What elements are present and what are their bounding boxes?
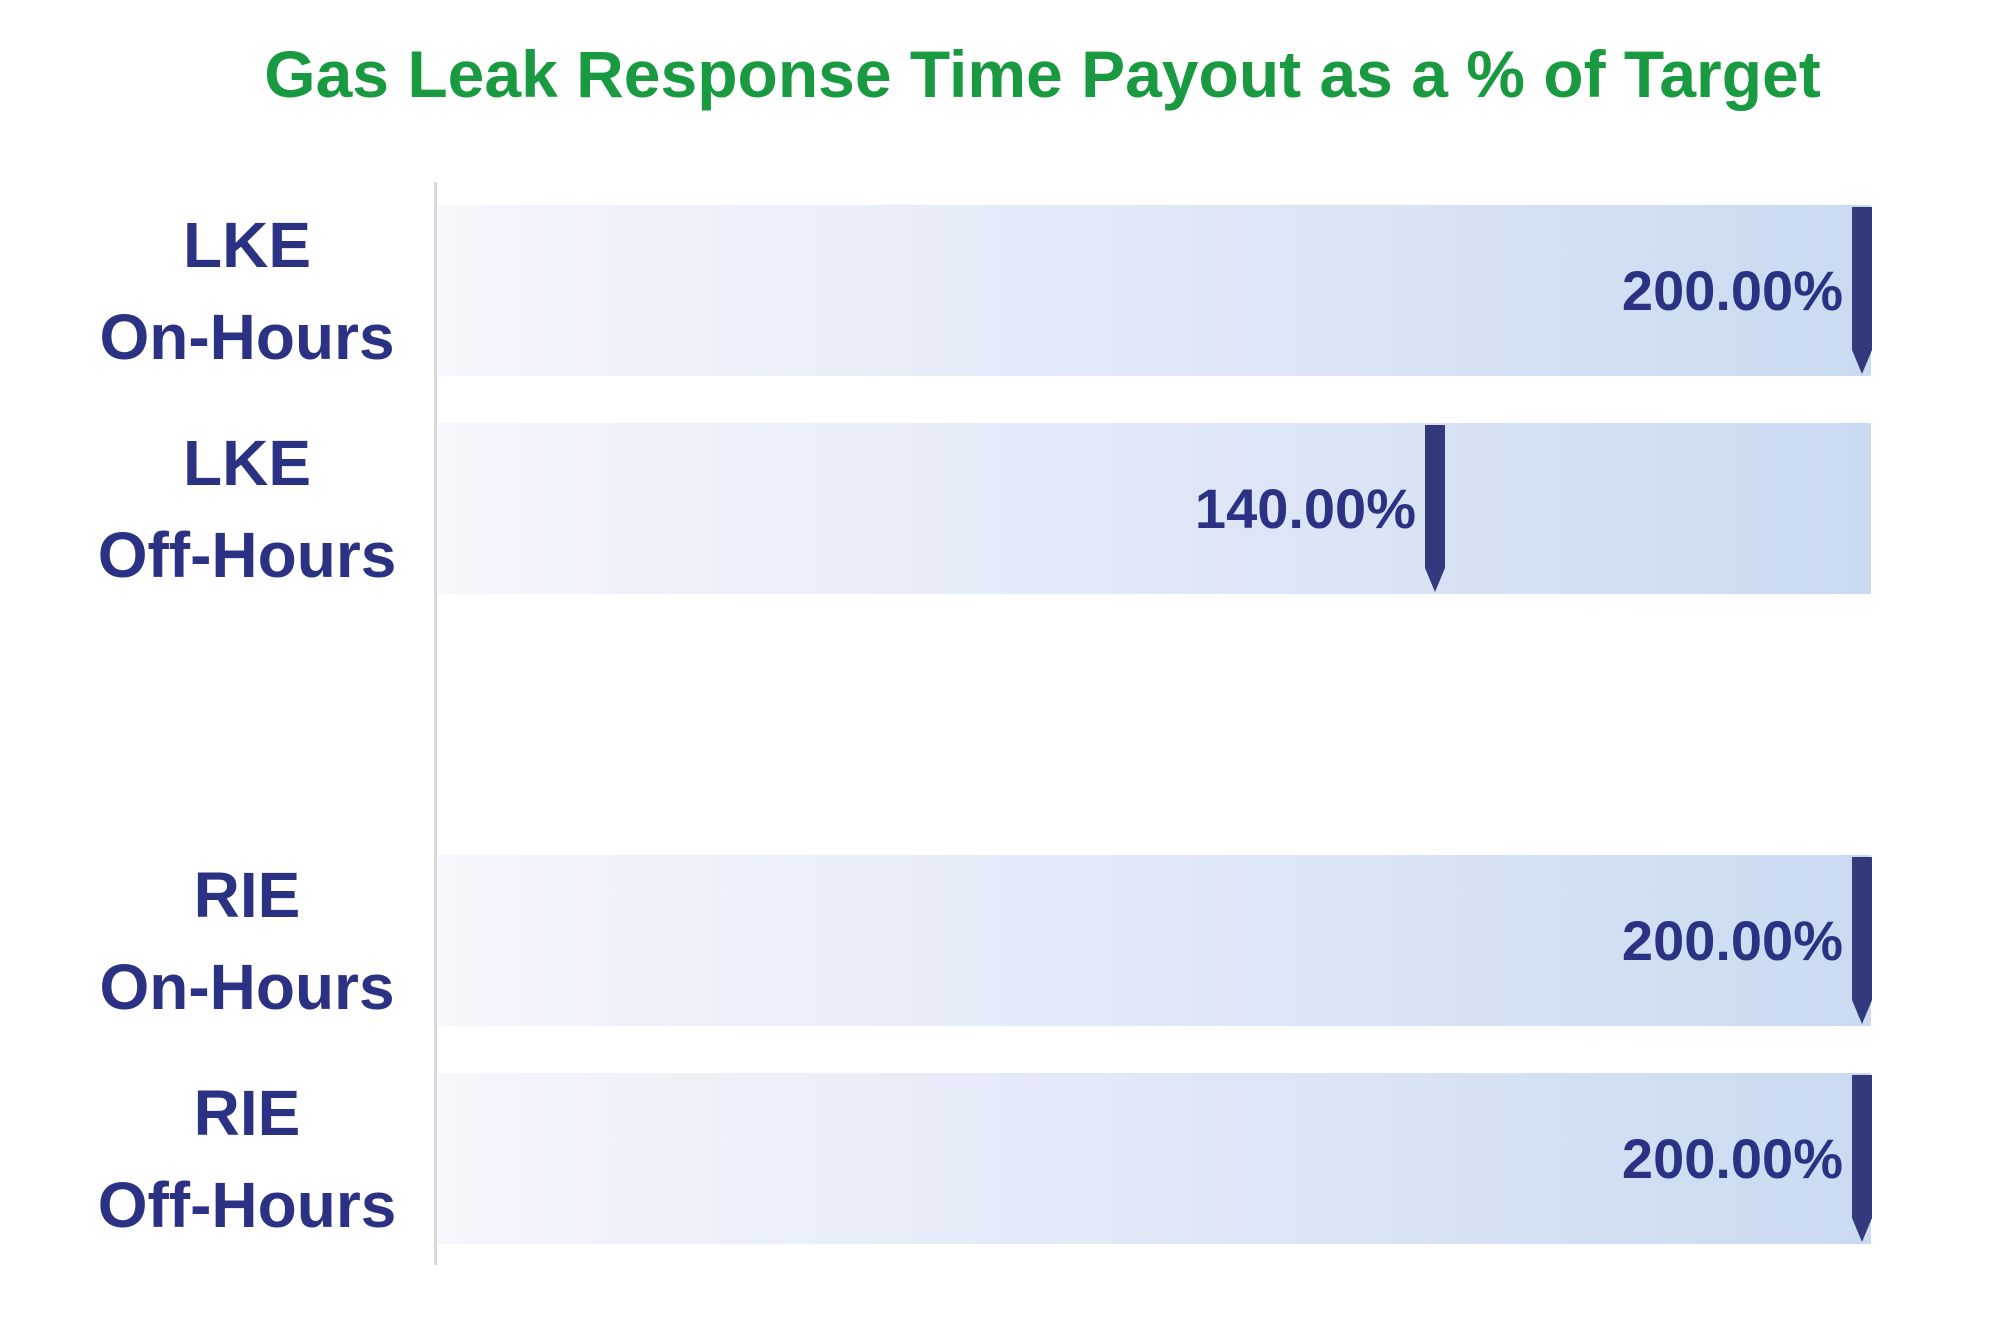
value-marker-pin (1852, 857, 1872, 1024)
bar-row-lke-off-hours: LKE Off-Hours 140.00% (0, 423, 2013, 594)
bar-track (437, 855, 1871, 1026)
category-label-line1: RIE (193, 858, 301, 931)
value-marker-pin (1852, 207, 1872, 374)
value-marker-pin (1425, 425, 1445, 592)
category-label: RIE On-Hours (27, 855, 467, 1026)
bar-row-rie-on-hours: RIE On-Hours 200.00% (0, 855, 2013, 1026)
category-label-line1: RIE (193, 1076, 301, 1149)
category-label-line2: Off-Hours (97, 518, 397, 591)
bar-track (437, 205, 1871, 376)
category-label-line1: LKE (183, 208, 311, 281)
chart-title: Gas Leak Response Time Payout as a % of … (264, 37, 1821, 111)
bar-track (437, 423, 1871, 594)
category-label-line1: LKE (183, 426, 311, 499)
value-label: 200.00% (1621, 259, 1843, 322)
value-marker-pin (1852, 1075, 1872, 1242)
bar-row-rie-off-hours: RIE Off-Hours 200.00% (0, 1073, 2013, 1244)
category-label-line2: On-Hours (99, 300, 395, 373)
category-label-line2: On-Hours (99, 950, 395, 1023)
value-label: 200.00% (1621, 1127, 1843, 1190)
category-label-line2: Off-Hours (97, 1168, 397, 1241)
value-label: 140.00% (1194, 477, 1416, 540)
category-label: LKE On-Hours (27, 205, 467, 376)
value-label: 200.00% (1621, 909, 1843, 972)
bar-track (437, 1073, 1871, 1244)
y-axis-line (434, 182, 437, 1265)
category-label: RIE Off-Hours (27, 1073, 467, 1244)
category-label: LKE Off-Hours (27, 423, 467, 594)
bar-row-lke-on-hours: LKE On-Hours 200.00% (0, 205, 2013, 376)
